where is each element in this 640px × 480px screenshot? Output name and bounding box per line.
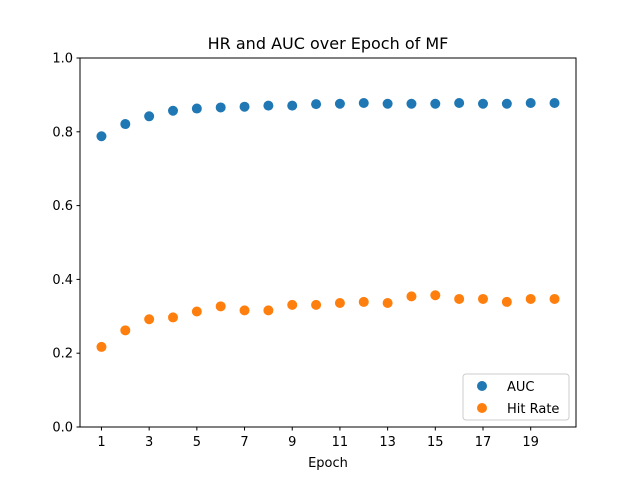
auc-point xyxy=(525,98,536,109)
x-tick-label: 1 xyxy=(97,435,105,450)
x-axis-label: Epoch xyxy=(308,456,348,471)
hit-rate-point xyxy=(239,305,250,316)
hit-rate-point xyxy=(144,314,155,325)
hit-rate-point xyxy=(382,298,393,309)
legend: AUC Hit Rate xyxy=(462,373,570,421)
hit-rate-point xyxy=(263,305,274,316)
auc-point xyxy=(478,98,488,109)
auc-point xyxy=(120,119,131,130)
hit-rate-point xyxy=(168,312,178,323)
hit-rate-point xyxy=(478,293,488,304)
auc-point xyxy=(406,98,417,109)
x-tick-label: 19 xyxy=(522,435,539,450)
hit-rate-point xyxy=(501,296,512,307)
x-tick-label: 13 xyxy=(379,435,396,450)
hit-rate-point xyxy=(549,293,560,304)
auc-point xyxy=(334,98,345,109)
auc-point xyxy=(168,105,178,116)
y-tick-label: 0.6 xyxy=(52,199,73,214)
x-tick-label: 5 xyxy=(193,435,201,450)
hit-rate-point xyxy=(358,296,369,307)
hit-rate-point xyxy=(120,325,131,336)
auc-point xyxy=(144,111,155,122)
hit-rate-point xyxy=(334,298,345,309)
legend-marker-auc xyxy=(477,381,487,391)
x-tick-label: 15 xyxy=(427,435,444,450)
auc-point xyxy=(382,98,393,109)
auc-point xyxy=(311,99,322,110)
hit-rate-point xyxy=(96,341,107,352)
y-tick-label: 0.0 xyxy=(52,421,73,436)
auc-point xyxy=(501,98,512,109)
auc-point xyxy=(549,98,560,109)
y-tick-label: 0.2 xyxy=(52,347,73,362)
x-tick-label: 11 xyxy=(332,435,349,450)
auc-point xyxy=(454,98,465,109)
hit-rate-point xyxy=(525,293,536,304)
auc-point xyxy=(239,101,250,112)
x-axis-ticks: 1 3 5 7 9 11 13 15 17 19 xyxy=(97,427,539,450)
auc-point xyxy=(358,98,369,109)
auc-point xyxy=(263,100,274,111)
x-tick-label: 3 xyxy=(145,435,153,450)
legend-box xyxy=(462,373,570,421)
x-tick-label: 9 xyxy=(288,435,296,450)
legend-label-auc: AUC xyxy=(507,380,535,395)
hit-rate-point xyxy=(430,290,441,301)
x-tick-label: 7 xyxy=(240,435,248,450)
auc-point xyxy=(287,100,298,111)
legend-marker-hit-rate xyxy=(477,403,487,413)
x-tick-label: 17 xyxy=(475,435,492,450)
legend-label-hit-rate: Hit Rate xyxy=(507,402,559,417)
auc-point xyxy=(191,103,202,114)
hit-rate-point xyxy=(406,291,417,302)
hit-rate-point xyxy=(287,299,298,310)
hit-rate-point xyxy=(454,293,465,304)
y-axis-ticks: 0.0 0.2 0.4 0.6 0.8 1.0 xyxy=(52,52,80,436)
hit-rate-point xyxy=(311,299,322,310)
plot-frame xyxy=(79,57,577,428)
auc-point xyxy=(430,98,441,109)
data-points xyxy=(96,98,560,352)
auc-point xyxy=(96,131,107,142)
hit-rate-point xyxy=(191,306,202,317)
hit-rate-point xyxy=(215,301,226,312)
chart-title: HR and AUC over Epoch of MF xyxy=(208,34,449,53)
y-tick-label: 1.0 xyxy=(52,52,73,67)
y-tick-label: 0.4 xyxy=(52,273,73,288)
y-tick-label: 0.8 xyxy=(52,125,73,140)
auc-point xyxy=(215,102,226,113)
